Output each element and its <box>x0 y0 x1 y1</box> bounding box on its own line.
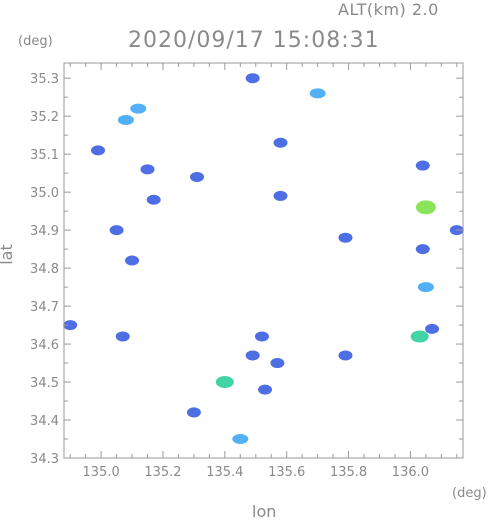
radar-echo <box>254 331 269 342</box>
y-tick-label: 34.8 <box>30 262 59 277</box>
echo-layer <box>63 73 464 445</box>
radar-echo <box>338 232 353 243</box>
y-tick-label: 35.1 <box>30 148 59 163</box>
radar-echo <box>146 194 161 205</box>
y-tick-label: 34.4 <box>30 414 59 429</box>
radar-echo <box>273 190 288 201</box>
y-tick-label: 34.5 <box>30 376 59 391</box>
radar-echo <box>273 137 288 148</box>
x-axis-unit: (deg) <box>452 486 487 501</box>
radar-echo <box>63 320 78 331</box>
radar-echo <box>186 407 201 418</box>
x-tick-label: 136.0 <box>392 465 429 480</box>
y-tick-label: 34.6 <box>30 338 59 353</box>
radar-echo <box>232 434 249 445</box>
radar-echo <box>115 331 130 342</box>
radar-echo <box>415 244 430 255</box>
radar-echo <box>425 323 440 334</box>
altitude-label: ALT(km) 2.0 <box>338 0 439 19</box>
radar-echo <box>410 330 429 343</box>
x-tick-label: 135.6 <box>268 465 305 480</box>
x-tick-label: 135.8 <box>330 465 367 480</box>
radar-echo <box>125 255 140 266</box>
x-tick-label: 135.2 <box>144 465 181 480</box>
radar-echo <box>140 164 155 175</box>
y-tick-label: 34.7 <box>30 300 59 315</box>
x-tick-label: 135.4 <box>206 465 243 480</box>
y-tick-label: 34.3 <box>30 452 59 467</box>
radar-echo <box>245 350 260 361</box>
x-tick-label: 135.0 <box>83 465 120 480</box>
radar-echo <box>245 73 260 84</box>
y-tick-label: 35.2 <box>30 110 59 125</box>
radar-echo <box>91 145 106 156</box>
y-tick-label: 34.9 <box>30 224 59 239</box>
radar-echo <box>117 114 134 125</box>
radar-echo <box>258 384 273 395</box>
tick-layer: 135.0 135.2 135.4 135.6 135.8 136.0 34.3 34.4 34… <box>30 63 463 480</box>
radar-echo <box>270 358 285 369</box>
y-tick-label: 35.3 <box>30 72 59 87</box>
radar-echo <box>417 282 434 293</box>
plot-frame <box>63 62 464 459</box>
y-tick-label: 35.0 <box>30 186 59 201</box>
chart-title: 2020/09/17 15:08:31 <box>128 28 380 53</box>
x-axis-label: lon <box>252 502 277 521</box>
radar-echo <box>190 171 204 182</box>
radar-echo <box>415 160 430 171</box>
radar-echo <box>415 200 436 215</box>
y-axis-unit: (deg) <box>18 34 53 49</box>
radar-echo <box>338 350 353 361</box>
radar-echo <box>215 376 234 389</box>
radar-echo <box>130 103 147 114</box>
radar-echo <box>309 88 326 99</box>
radar-echo <box>109 225 124 236</box>
